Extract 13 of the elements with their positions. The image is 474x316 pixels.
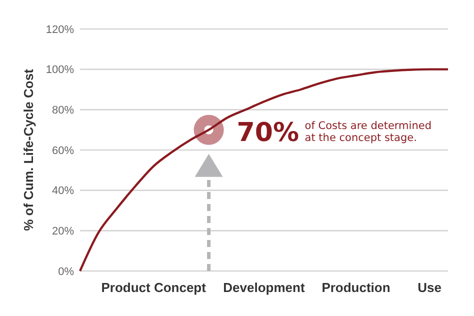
y-tick-label: 40%	[52, 185, 74, 198]
line-series	[78, 68, 450, 272]
x-tick-label: Production	[322, 280, 390, 295]
x-tick-label: Use	[418, 280, 442, 295]
y-tick-label: 60%	[52, 144, 74, 157]
x-tick-label: Development	[223, 280, 306, 295]
y-tick-label: 0%	[58, 266, 74, 278]
y-tick-label: 80%	[52, 104, 74, 117]
x-tick-label: Product Concept	[101, 280, 207, 295]
y-tick-label: 100%	[46, 64, 74, 76]
y-tick-label: 20%	[52, 226, 74, 238]
y-axis-title: % of Cum. Life-Cycle Cost	[21, 68, 36, 231]
y-tick-label: 120%	[46, 24, 74, 36]
